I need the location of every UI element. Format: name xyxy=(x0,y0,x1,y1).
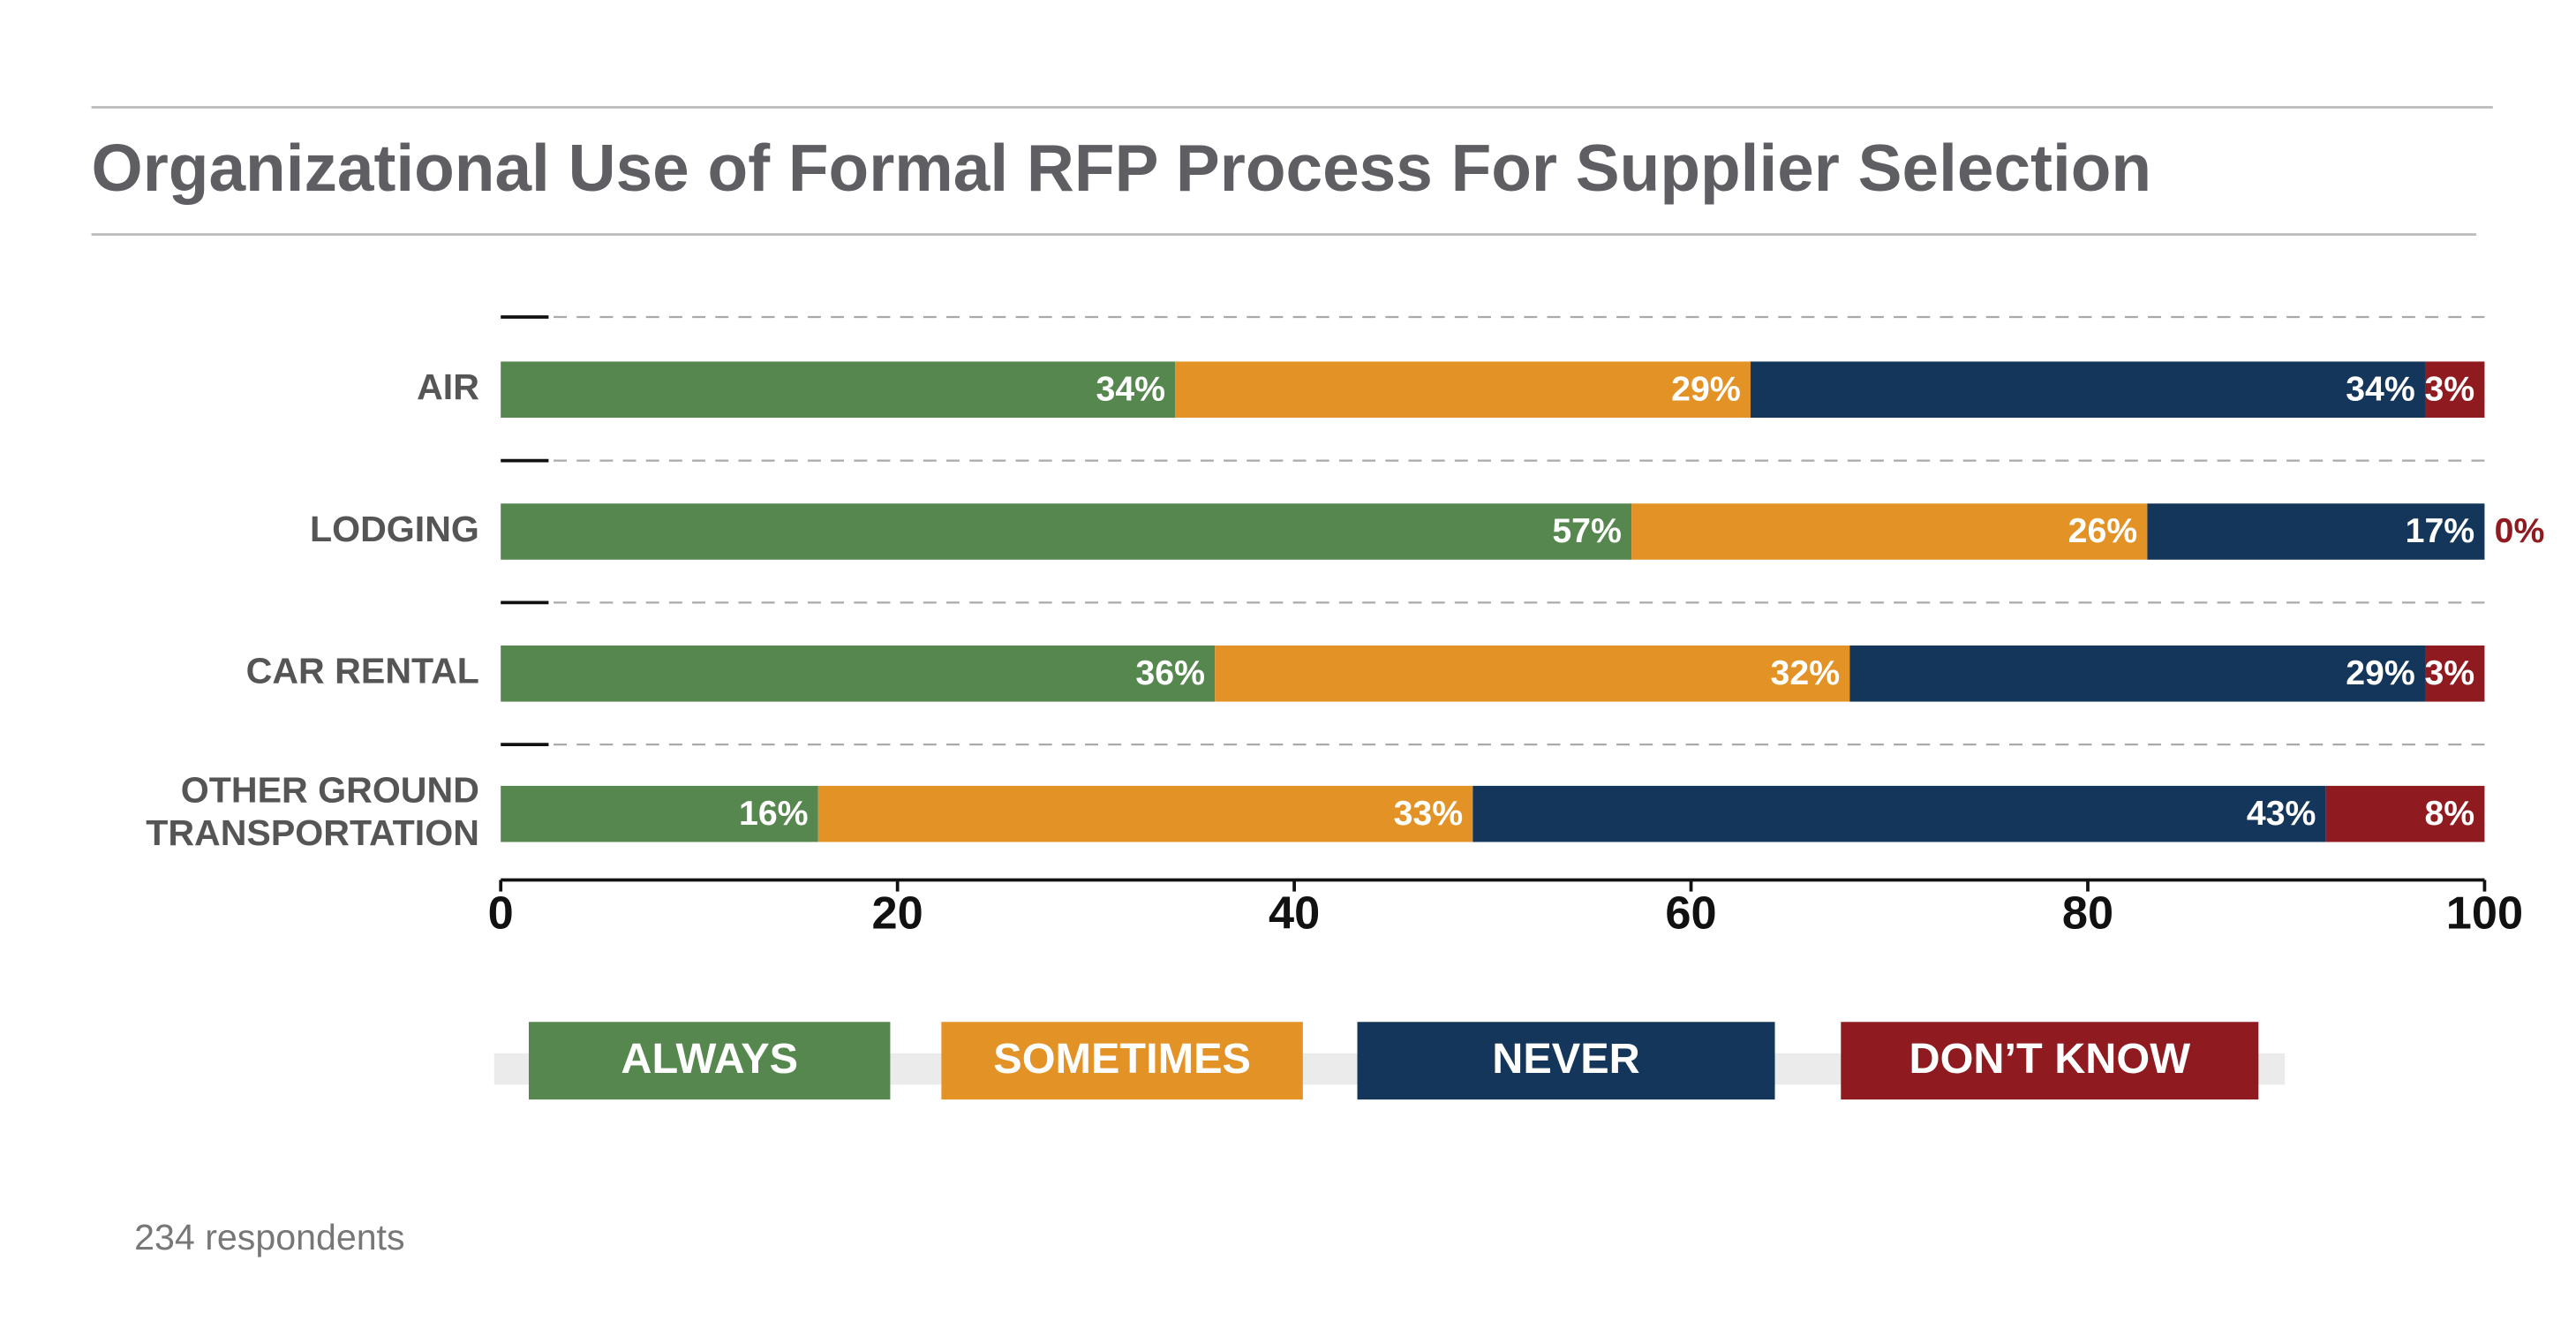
legend-swatch xyxy=(529,1022,891,1100)
value-label: 3% xyxy=(2424,369,2474,408)
y-tick-label: LODGING xyxy=(310,509,479,549)
value-label: 29% xyxy=(2346,653,2415,692)
value-label: 34% xyxy=(2346,369,2415,408)
bar-segment xyxy=(501,361,1176,418)
x-tick-label: 0 xyxy=(488,887,514,939)
legend-label: ALWAYS xyxy=(621,1035,798,1083)
value-label: 57% xyxy=(1552,511,1622,550)
x-tick-label: 20 xyxy=(872,887,923,939)
value-label: 0% xyxy=(2495,511,2545,550)
value-label: 34% xyxy=(1096,369,1165,408)
value-label: 26% xyxy=(2068,511,2138,550)
row-separators xyxy=(501,315,2493,747)
footnote: 234 respondents xyxy=(134,1217,404,1257)
x-tick-label: 40 xyxy=(1269,887,1320,939)
bar-segment xyxy=(1849,646,2426,702)
x-tick-label: 100 xyxy=(2446,887,2523,939)
y-tick-label: OTHER GROUND TRANSPORTATION xyxy=(146,769,479,853)
bar-segment xyxy=(1175,361,1751,418)
value-label: 17% xyxy=(2406,511,2475,550)
x-tick-label: 80 xyxy=(2062,887,2113,939)
value-label: 33% xyxy=(1394,794,1464,833)
value-label: 8% xyxy=(2424,794,2474,833)
value-label: 16% xyxy=(739,794,809,833)
legend-swatch xyxy=(1357,1022,1775,1100)
y-tick-label: AIR xyxy=(417,366,479,407)
legend-label: DON’T KNOW xyxy=(1909,1035,2191,1083)
y-tick-label: CAR RENTAL xyxy=(246,651,479,691)
bar-segment xyxy=(501,785,818,842)
bar-segment xyxy=(2425,361,2485,418)
bar-segment xyxy=(817,785,1473,842)
legend-label: SOMETIMES xyxy=(993,1035,1251,1083)
bar-segment xyxy=(1215,646,1850,702)
value-label: 29% xyxy=(1671,369,1741,408)
bar-segment xyxy=(501,503,1632,560)
legend-swatch xyxy=(1841,1022,2259,1100)
bar-segment xyxy=(2325,785,2485,842)
chart-title: Organizational Use of Formal RFP Process… xyxy=(92,131,2152,205)
value-label: 36% xyxy=(1135,653,1205,692)
bar-segment xyxy=(1473,785,2326,842)
legend-swatch xyxy=(941,1022,1303,1100)
value-label: 3% xyxy=(2424,653,2474,692)
bar-segment xyxy=(1750,361,2426,418)
bar-segment xyxy=(2147,503,2485,560)
x-tick-label: 60 xyxy=(1665,887,1716,939)
legend-label: NEVER xyxy=(1492,1035,1639,1083)
value-label: 43% xyxy=(2247,794,2316,833)
value-label: 32% xyxy=(1771,653,1841,692)
bar-segment xyxy=(1631,503,2148,560)
bar-segment xyxy=(2425,646,2485,702)
bar-segment xyxy=(501,646,1216,702)
